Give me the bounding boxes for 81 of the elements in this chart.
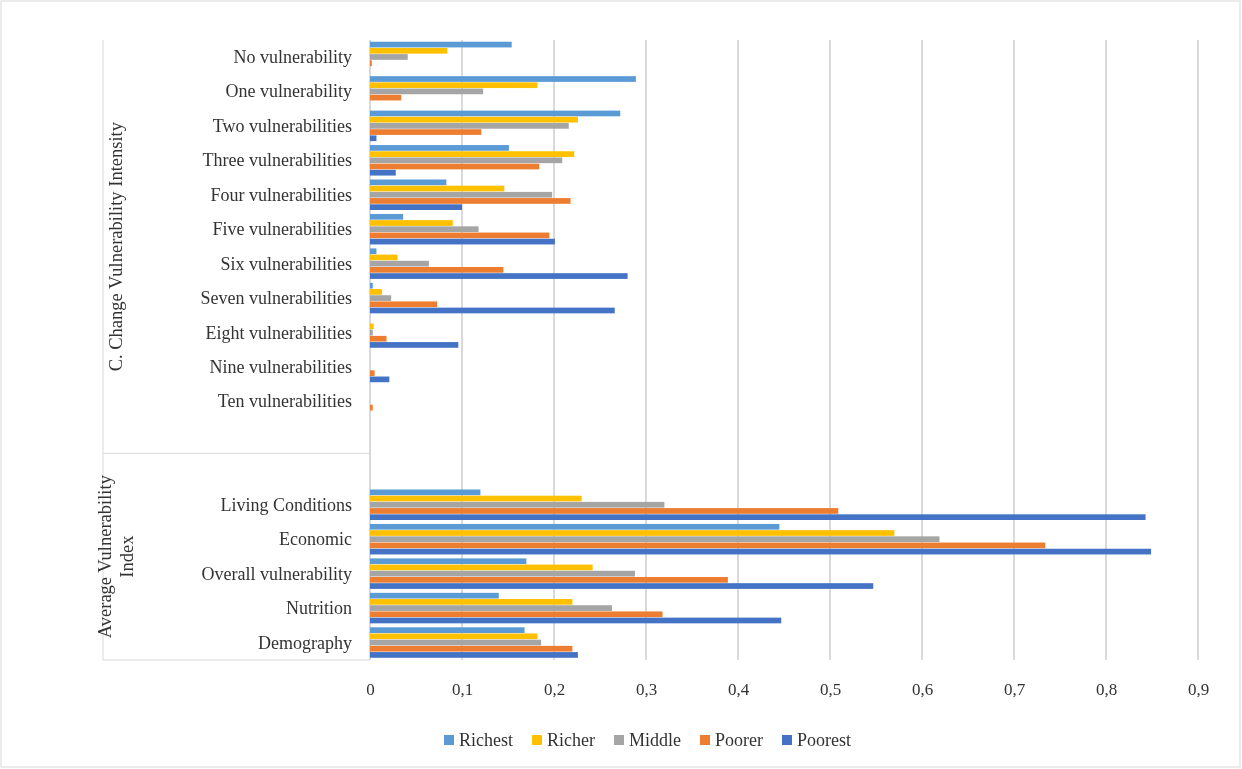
bar	[370, 273, 628, 279]
y-tick-label: Overall vulnerability	[201, 563, 352, 584]
bar	[370, 191, 553, 198]
bar	[370, 282, 373, 289]
bar	[370, 514, 1146, 520]
bar	[370, 157, 563, 164]
bar	[370, 116, 578, 123]
bar	[370, 627, 525, 633]
x-tick-label: 0,8	[1095, 680, 1118, 700]
bar	[370, 198, 571, 204]
bar	[370, 501, 665, 508]
bar	[370, 605, 612, 611]
y-tick-label: Seven vulnerabilities	[200, 288, 352, 309]
bar	[370, 576, 728, 583]
bar	[370, 530, 895, 536]
y-tick-label: Nine vulnerabilities	[209, 356, 352, 377]
x-tick-label: 0,2	[543, 680, 566, 700]
bar	[370, 145, 509, 151]
text: Average Vulnerability Index	[95, 474, 137, 639]
y-tick-label: Living Conditions	[220, 494, 352, 515]
bar	[370, 289, 382, 295]
y-tick-label: Three vulnerabilities	[202, 150, 352, 171]
bar	[370, 135, 377, 142]
legend-label: Richer	[547, 730, 595, 750]
y-tick-label: Economic	[279, 529, 352, 550]
y-tick-label: No vulnerability	[233, 46, 352, 67]
legend-label: Poorer	[714, 730, 763, 750]
bar	[370, 295, 392, 301]
bar	[370, 129, 482, 135]
bar	[370, 169, 396, 176]
legend-label: Poorest	[796, 730, 851, 750]
bar	[370, 508, 839, 514]
x-tick-label: 0	[366, 680, 375, 700]
y-tick-label: Eight vulnerabilities	[205, 322, 352, 343]
x-tick-label: 0,4	[727, 680, 750, 700]
y-tick-label: Demography	[258, 632, 352, 653]
bar	[370, 123, 569, 129]
bar	[370, 76, 636, 82]
bar	[370, 592, 499, 599]
bar	[370, 342, 459, 348]
bar	[370, 599, 573, 605]
bar	[370, 645, 573, 652]
bar	[370, 220, 453, 226]
x-tick-label: 0,3	[635, 680, 658, 700]
x-tick-label: 0,6	[911, 680, 934, 700]
bar	[370, 404, 373, 411]
bar	[370, 633, 538, 640]
y-tick-label: Nutrition	[286, 598, 352, 619]
bar	[370, 652, 578, 658]
bar	[370, 329, 373, 336]
bar	[370, 523, 780, 530]
bar	[370, 558, 527, 565]
x-tick-label: 0,7	[1003, 680, 1026, 700]
y-tick-label: Six vulnerabilities	[220, 253, 352, 274]
bar	[370, 536, 940, 543]
bar	[370, 323, 374, 330]
y-tick-label: Two vulnerabilities	[212, 115, 352, 136]
y-tick-label: Ten vulnerabilities	[217, 391, 352, 412]
bar	[370, 213, 404, 220]
bar	[370, 335, 387, 342]
y-tick-label: Four vulnerabilities	[210, 184, 352, 205]
x-tick-label: 0,5	[819, 680, 842, 700]
bar	[370, 54, 408, 60]
bar	[370, 248, 377, 255]
legend-label: Richest	[459, 730, 514, 750]
bar	[370, 82, 538, 89]
x-tick-label: 0,1	[451, 680, 474, 700]
y-tick-label: One vulnerability	[225, 81, 352, 102]
text: C. Change Vulnerability Intensity	[106, 121, 126, 372]
legend-label: Middle	[628, 730, 681, 750]
x-tick-label: 0,9	[1187, 680, 1210, 700]
bar	[370, 370, 375, 377]
bar	[370, 583, 874, 589]
bar	[370, 226, 479, 233]
bar	[370, 611, 663, 618]
bar	[370, 266, 504, 273]
y-tick-label: Five vulnerabilities	[212, 219, 352, 240]
bar	[370, 301, 438, 308]
bar	[370, 204, 462, 210]
bar	[370, 151, 575, 157]
bar	[370, 47, 448, 54]
